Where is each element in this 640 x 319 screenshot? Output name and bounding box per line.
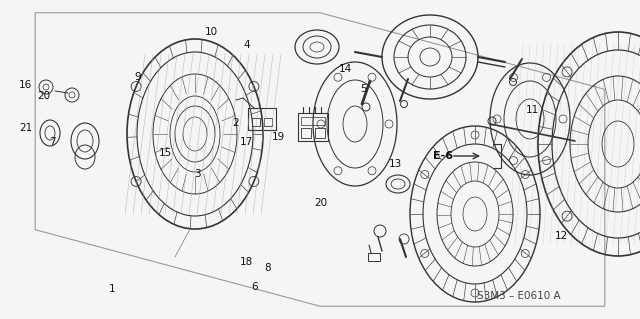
Text: 11: 11	[526, 105, 539, 115]
Text: 9: 9	[134, 71, 141, 82]
Text: 3: 3	[194, 169, 200, 179]
Text: 15: 15	[159, 148, 172, 158]
Text: 8: 8	[264, 263, 271, 273]
Text: 10: 10	[205, 27, 218, 37]
Bar	[248, 108, 276, 130]
Text: 7: 7	[49, 137, 56, 147]
Bar	[301, 117, 325, 125]
Text: 21: 21	[19, 122, 32, 133]
Text: 5: 5	[360, 84, 367, 94]
Text: 2: 2	[232, 118, 239, 128]
Text: E-6: E-6	[433, 151, 453, 161]
Text: 19: 19	[272, 132, 285, 142]
Text: 14: 14	[339, 63, 352, 74]
Bar	[264, 118, 272, 126]
Text: 12: 12	[556, 231, 568, 241]
Bar	[368, 253, 380, 261]
Text: 4: 4	[243, 40, 250, 50]
Text: 1: 1	[109, 284, 115, 294]
Bar	[298, 113, 328, 141]
Text: 13: 13	[389, 159, 402, 169]
Text: 6: 6	[252, 282, 258, 292]
Bar	[252, 118, 260, 126]
Text: 16: 16	[19, 79, 32, 90]
Text: 18: 18	[240, 256, 253, 267]
Text: 20: 20	[315, 197, 328, 208]
Bar	[315, 128, 325, 138]
Text: 17: 17	[240, 137, 253, 147]
Bar	[301, 128, 311, 138]
Text: 20: 20	[37, 91, 50, 101]
Text: S3M3 – E0610 A: S3M3 – E0610 A	[477, 292, 560, 301]
